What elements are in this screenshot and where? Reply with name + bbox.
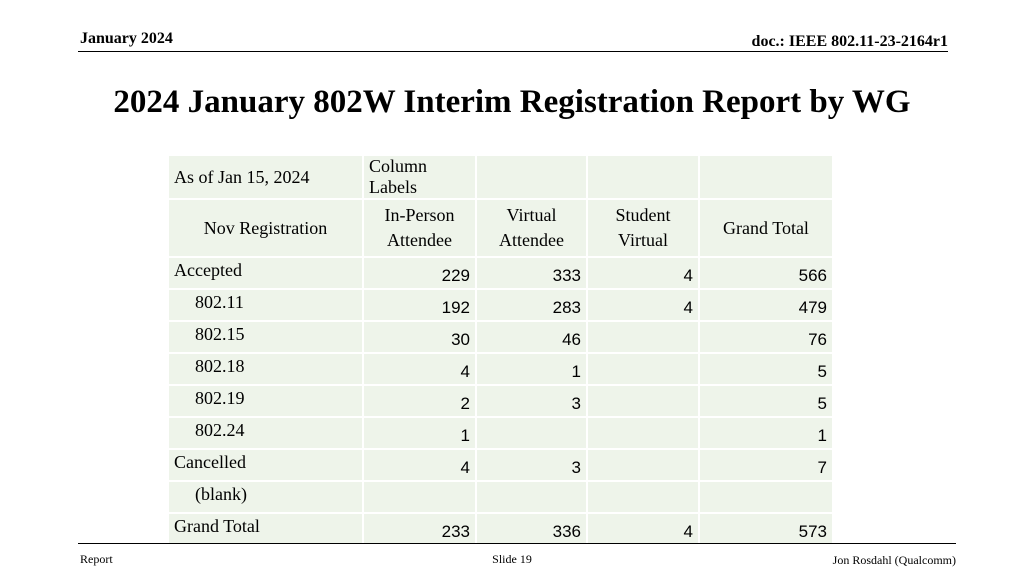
table-cell: 2 <box>362 384 477 418</box>
table-row: 802.15 30 46 76 <box>167 320 834 354</box>
table-row: Accepted 229 333 4 566 <box>167 256 834 290</box>
table-cell: 46 <box>475 320 588 354</box>
table-cell <box>586 320 700 354</box>
table-cell <box>586 352 700 386</box>
table-cell: 4 <box>362 448 477 482</box>
table-cell: 4 <box>362 352 477 386</box>
table-cell: 4 <box>586 512 700 546</box>
table-cell <box>475 154 588 200</box>
row-header-label: Nov Registration <box>167 198 364 258</box>
table-row-grand-total: Grand Total 233 336 4 573 <box>167 512 834 546</box>
table-cell: 1 <box>362 416 477 450</box>
footer-author: Jon Rosdahl (Qualcomm) <box>832 553 956 567</box>
table-cell: 573 <box>698 512 834 546</box>
row-label: (blank) <box>167 480 364 514</box>
as-of-date: As of Jan 15, 2024 <box>167 154 364 200</box>
table-cell <box>475 416 588 450</box>
table-cell: 233 <box>362 512 477 546</box>
row-label: 802.18 <box>167 352 364 386</box>
table-row: 802.18 4 1 5 <box>167 352 834 386</box>
table-cell: 3 <box>475 448 588 482</box>
table-row: 802.24 1 1 <box>167 416 834 450</box>
table-cell <box>698 154 834 200</box>
table-cell: 7 <box>698 448 834 482</box>
row-label: 802.11 <box>167 288 364 322</box>
table-cell: 229 <box>362 256 477 290</box>
row-label: Accepted <box>167 256 364 290</box>
row-label: Grand Total <box>167 512 364 546</box>
table-cell <box>586 416 700 450</box>
slide-title: 2024 January 802W Interim Registration R… <box>113 84 911 120</box>
table-cell <box>586 154 700 200</box>
table-cell: 1 <box>475 352 588 386</box>
table-header-row-2: Nov Registration In-Person Attendee Virt… <box>167 198 834 258</box>
table-cell: 566 <box>698 256 834 290</box>
table-cell: 479 <box>698 288 834 322</box>
table-cell: 192 <box>362 288 477 322</box>
header-divider <box>78 51 948 52</box>
column-header-student-virtual: Student Virtual <box>586 198 700 258</box>
header-date: January 2024 <box>80 30 173 47</box>
table-cell: 3 <box>475 384 588 418</box>
table-cell <box>586 480 700 514</box>
table-cell <box>475 480 588 514</box>
table-cell <box>698 480 834 514</box>
table-row: 802.11 192 283 4 479 <box>167 288 834 322</box>
table-cell: 336 <box>475 512 588 546</box>
table-cell: 1 <box>698 416 834 450</box>
table-cell <box>586 448 700 482</box>
table-cell: 4 <box>586 288 700 322</box>
row-label: 802.24 <box>167 416 364 450</box>
table-cell: 5 <box>698 384 834 418</box>
table-header-row-1: As of Jan 15, 2024 Column Labels <box>167 154 834 200</box>
row-label: Cancelled <box>167 448 364 482</box>
table-cell: 283 <box>475 288 588 322</box>
column-labels-header: Column Labels <box>362 154 477 200</box>
column-header-grand-total: Grand Total <box>698 198 834 258</box>
table-row: (blank) <box>167 480 834 514</box>
header-doc-id: doc.: IEEE 802.11-23-2164r1 <box>751 33 948 50</box>
table-cell: 30 <box>362 320 477 354</box>
table-cell: 76 <box>698 320 834 354</box>
footer-divider <box>78 543 956 544</box>
table-cell: 333 <box>475 256 588 290</box>
column-header-in-person: In-Person Attendee <box>362 198 477 258</box>
table-cell: 5 <box>698 352 834 386</box>
column-header-virtual: Virtual Attendee <box>475 198 588 258</box>
footer-left: Report <box>80 552 113 566</box>
row-label: 802.19 <box>167 384 364 418</box>
registration-pivot-table: As of Jan 15, 2024 Column Labels Nov Reg… <box>167 154 834 546</box>
table-row: 802.19 2 3 5 <box>167 384 834 418</box>
table-cell <box>362 480 477 514</box>
table-cell: 4 <box>586 256 700 290</box>
table-cell <box>586 384 700 418</box>
table-row: Cancelled 4 3 7 <box>167 448 834 482</box>
slide-number: Slide 19 <box>492 552 532 566</box>
row-label: 802.15 <box>167 320 364 354</box>
